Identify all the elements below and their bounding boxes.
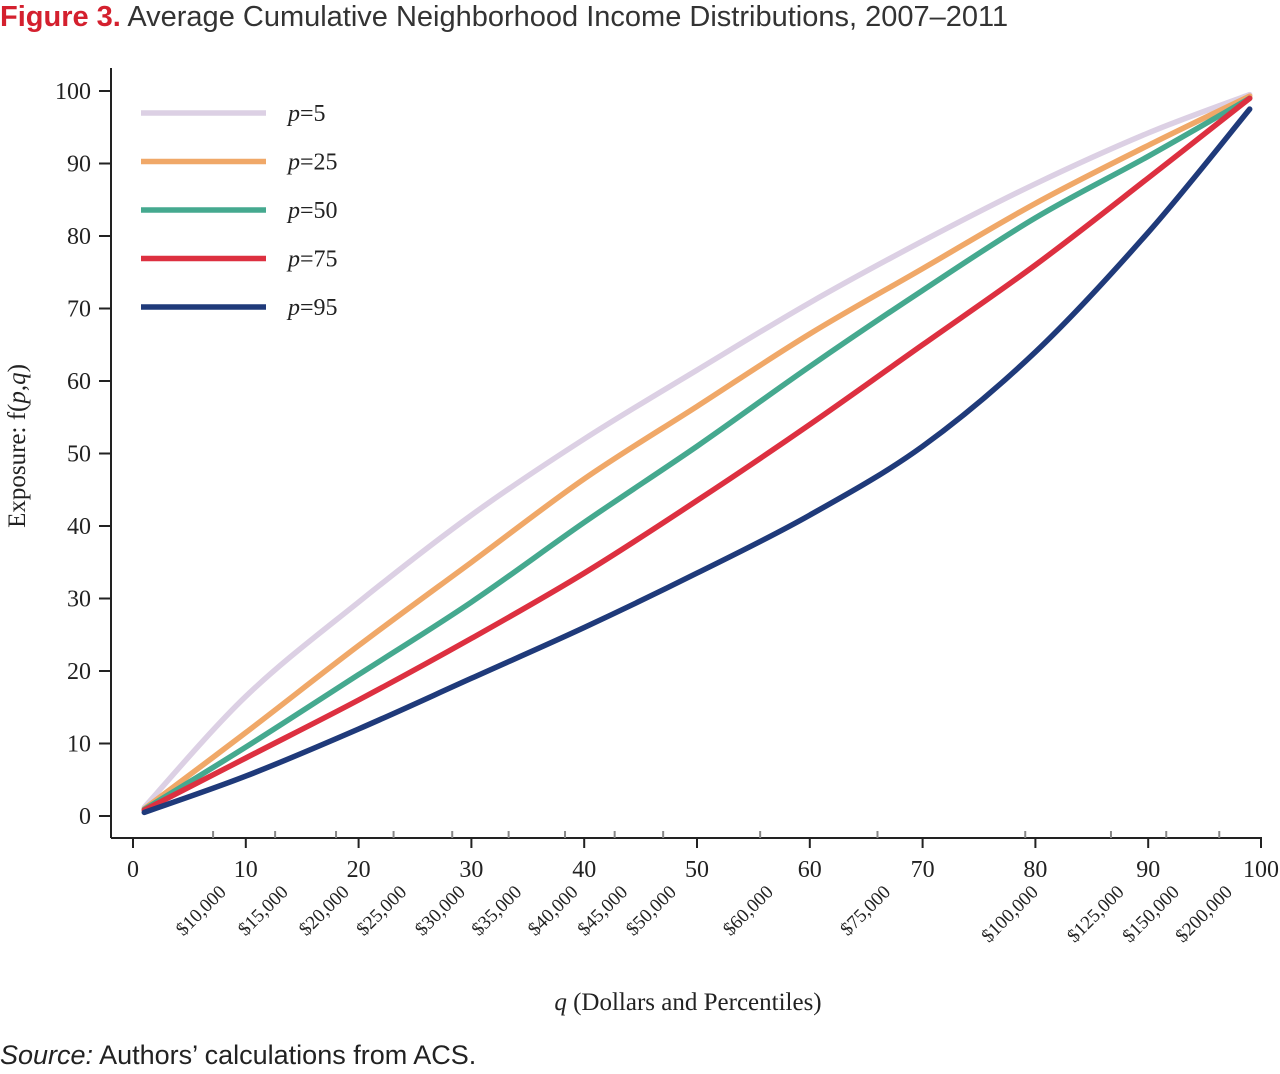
chart-axes: 0 10 20 30 40 50 60 70 80 90 100 0 10 20 30 40 50 60 70 80 9… <box>55 68 1279 947</box>
dollar-tick-label: $45,000 <box>574 882 633 941</box>
series-line-2 <box>141 93 1253 812</box>
figure-title: Figure 3. Average Cumulative Neighborhoo… <box>0 0 1008 34</box>
y-tick-label: 90 <box>67 152 91 178</box>
dollar-tick-label: $25,000 <box>353 882 412 941</box>
y-tick-label: 0 <box>79 804 91 830</box>
dollar-tick-label: $30,000 <box>411 882 470 941</box>
x-tick-label: 70 <box>911 857 935 883</box>
dollar-tick-label: $10,000 <box>172 882 231 941</box>
legend-label-1: p=5 <box>286 101 326 127</box>
dollar-tick-label: $125,000 <box>1063 882 1128 947</box>
x-axis-title-q: q <box>554 989 567 1016</box>
source-label: Source: <box>0 1040 94 1070</box>
series-line-1 <box>141 91 1253 811</box>
dollar-tick-label: $40,000 <box>524 882 583 941</box>
x-tick-label: 60 <box>798 857 822 883</box>
dollar-tick-label: $35,000 <box>468 882 527 941</box>
x-tick-label: 50 <box>685 857 709 883</box>
dollar-tick-label: $200,000 <box>1172 882 1237 947</box>
legend-label-value: =25 <box>300 150 338 176</box>
dollar-tick-label: $60,000 <box>719 882 778 941</box>
y-tick-label: 60 <box>67 369 91 395</box>
y-tick-label: 10 <box>67 732 91 758</box>
legend-label-value: =95 <box>300 295 338 321</box>
legend-label-5: p=95 <box>286 295 338 321</box>
x-tick-label: 40 <box>572 857 596 883</box>
x-tick-label: 20 <box>347 857 371 883</box>
x-tick-label: 0 <box>127 857 139 883</box>
dollar-tick-label: $150,000 <box>1119 882 1184 947</box>
y-tick-label: 80 <box>67 224 91 250</box>
x-tick-label: 90 <box>1136 857 1160 883</box>
dollar-tick-label: $50,000 <box>622 882 681 941</box>
chart-legend: p=5p=25p=50p=75p=95 <box>141 101 338 321</box>
source-text: Authors’ calculations from ACS. <box>99 1040 477 1070</box>
dollar-tick-label: $100,000 <box>978 882 1043 947</box>
y-tick-label: 20 <box>67 659 91 685</box>
x-tick-label: 100 <box>1243 857 1279 883</box>
legend-label-p: p <box>286 295 300 321</box>
y-tick-label: 30 <box>67 587 91 613</box>
legend-label-3: p=50 <box>286 198 338 224</box>
legend-label-p: p <box>286 198 300 224</box>
dollar-tick-label: $15,000 <box>234 882 293 941</box>
figure-title-text: Average Cumulative Neighborhood Income D… <box>127 1 1009 33</box>
y-tick-label: 70 <box>67 297 91 323</box>
legend-label-2: p=25 <box>286 150 338 176</box>
y-axis-title-q: q <box>4 372 31 385</box>
x-tick-label: 80 <box>1023 857 1047 883</box>
legend-label-value: =50 <box>300 198 338 224</box>
y-axis-title: Exposure: f(p,q) <box>4 364 31 528</box>
legend-label-4: p=75 <box>286 247 338 273</box>
y-tick-label: 100 <box>55 79 91 105</box>
x-tick-label: 30 <box>459 857 483 883</box>
legend-label-value: =75 <box>300 247 338 273</box>
x-tick-label: 10 <box>234 857 258 883</box>
legend-label-p: p <box>286 101 300 127</box>
figure-label: Figure 3. <box>0 1 121 33</box>
series-line-5 <box>141 106 1253 816</box>
chart-series <box>141 91 1253 816</box>
x-axis-title: q (Dollars and Percentiles) <box>554 989 821 1016</box>
y-tick-label: 40 <box>67 514 91 540</box>
y-axis-title-p: p <box>4 391 31 406</box>
legend-label-value: =5 <box>300 101 326 127</box>
figure-source: Source: Authors’ calculations from ACS. <box>0 1040 476 1071</box>
series-line-3 <box>141 95 1253 813</box>
legend-label-p: p <box>286 150 300 176</box>
legend-label-p: p <box>286 247 300 273</box>
series-line-4 <box>141 95 1253 813</box>
dollar-tick-label: $20,000 <box>295 882 354 941</box>
dollar-tick-label: $75,000 <box>837 882 896 941</box>
y-tick-label: 50 <box>67 442 91 468</box>
